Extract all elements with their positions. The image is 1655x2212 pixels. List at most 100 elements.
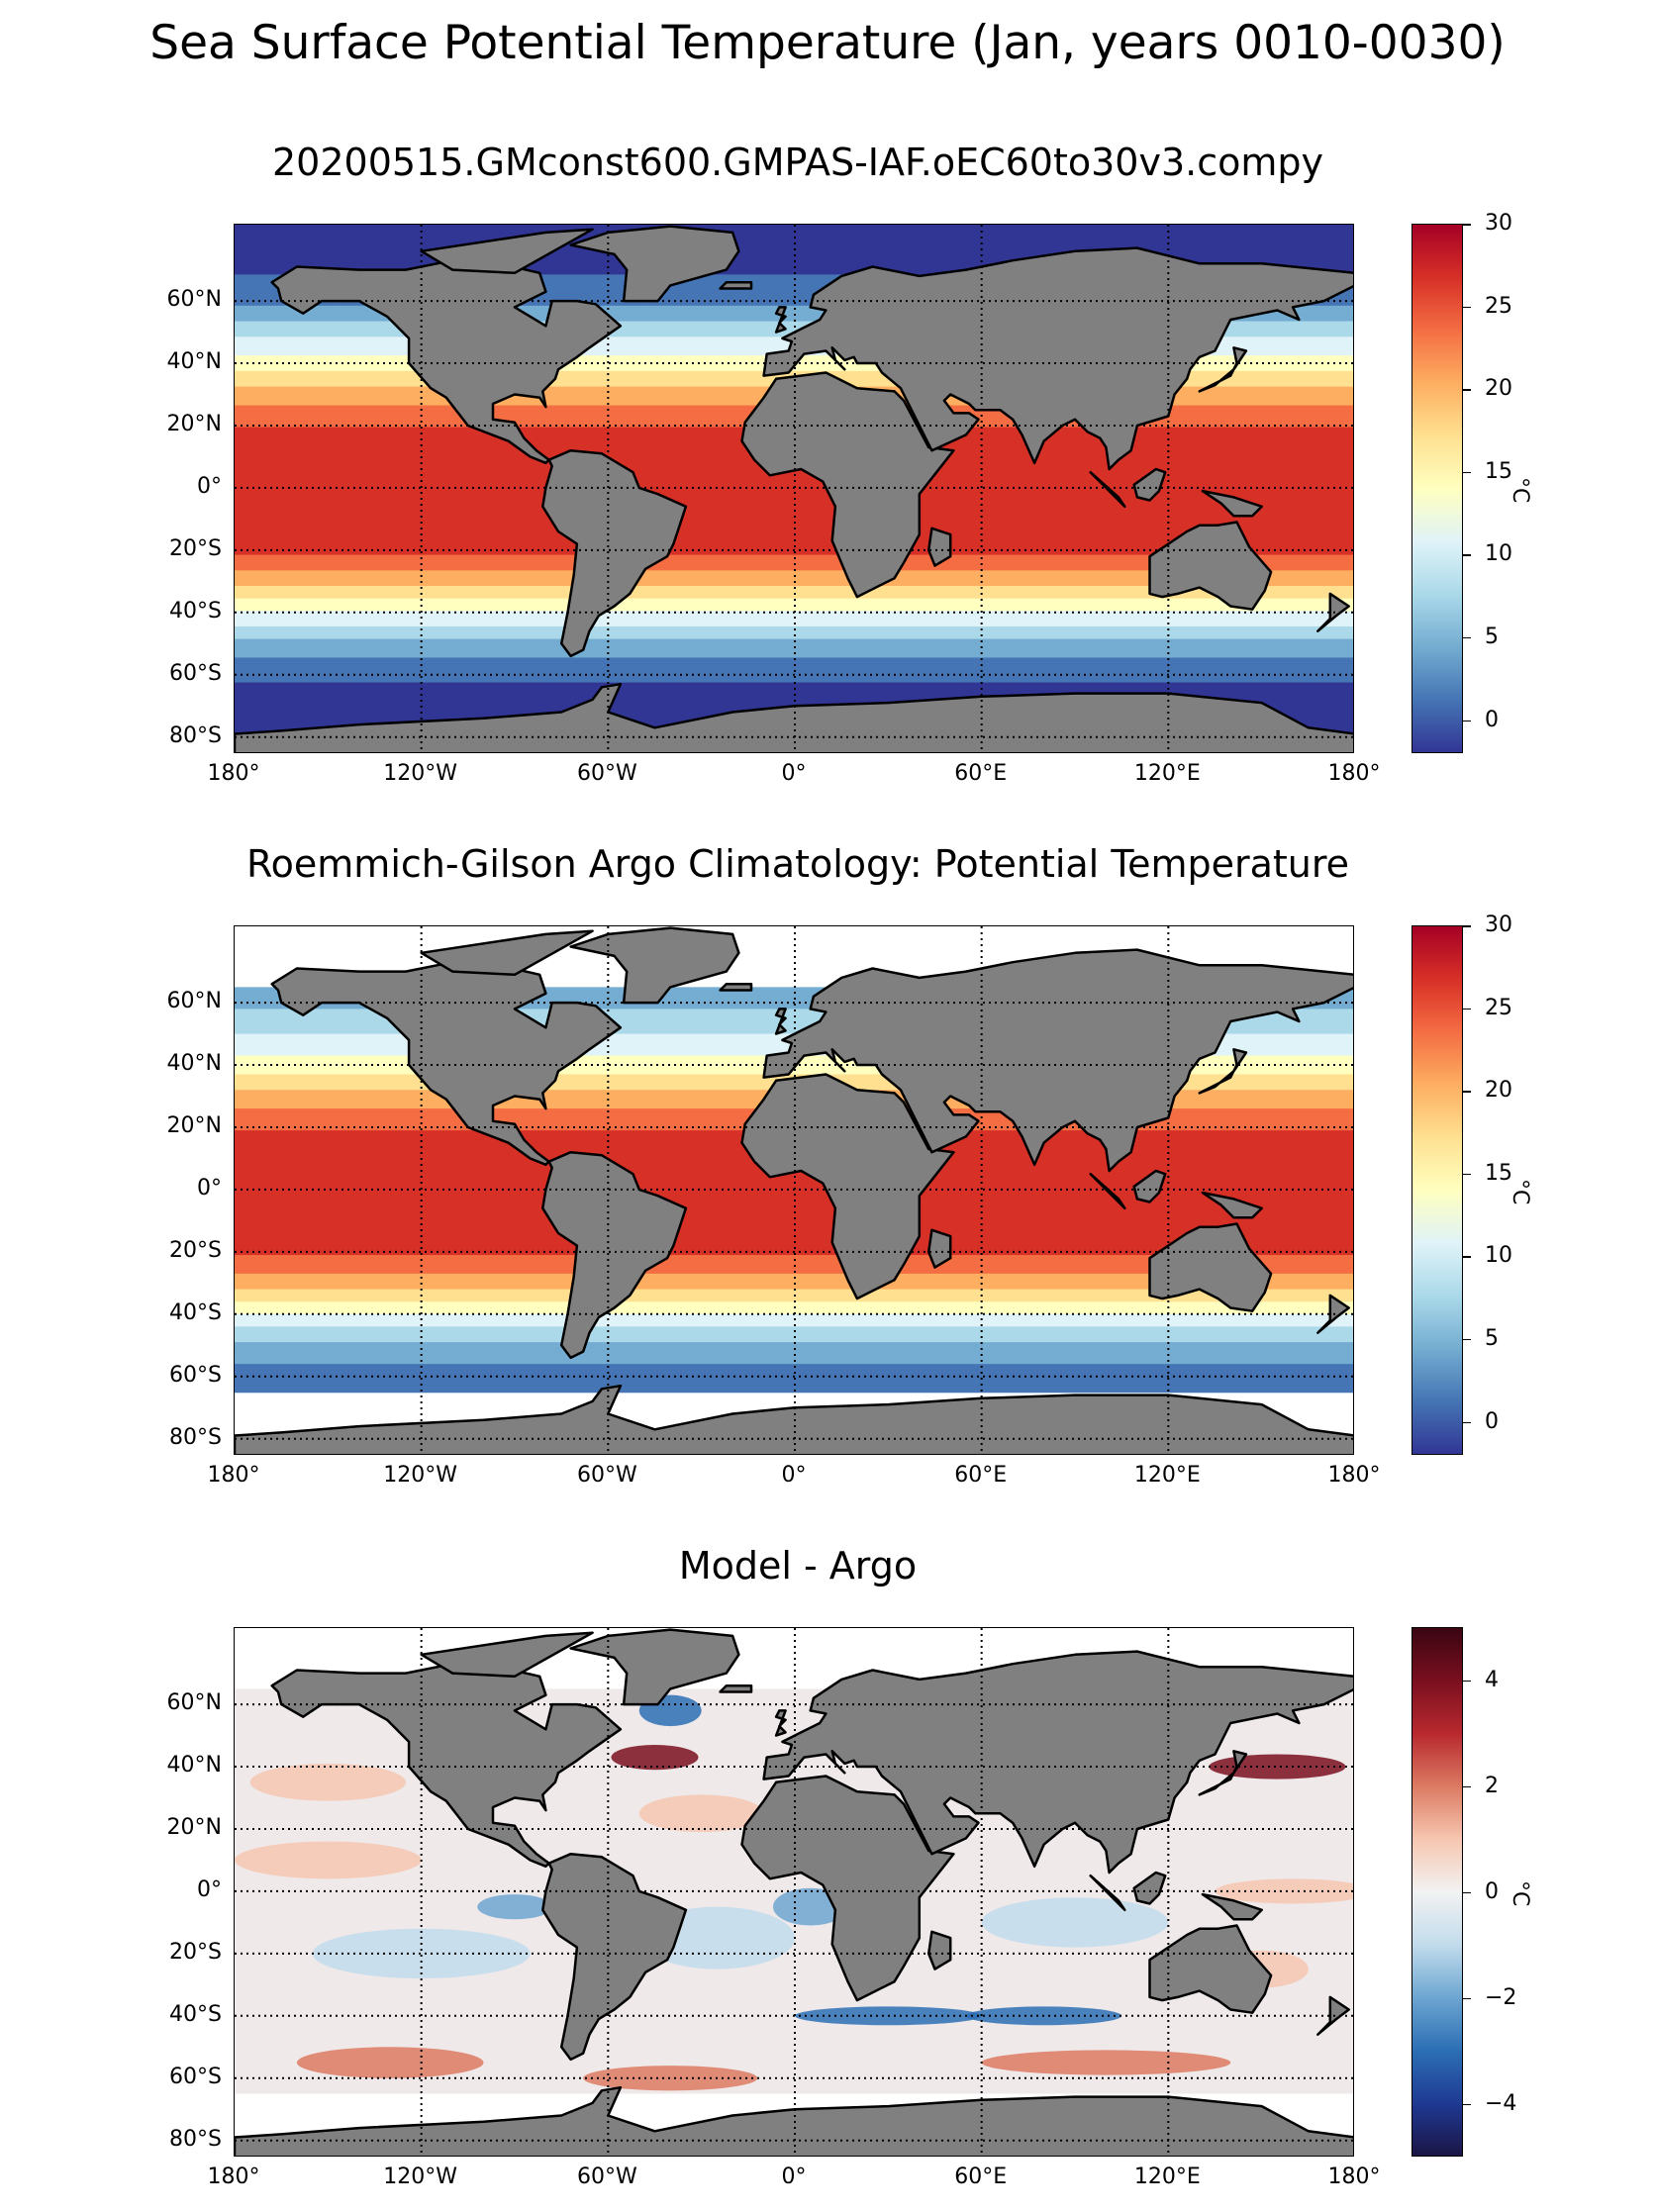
- sst-band: [235, 701, 1353, 706]
- lon-tick-label: 180°: [207, 1463, 260, 1488]
- sst-band: [235, 1277, 1353, 1281]
- lon-tick-label: 0°: [781, 761, 807, 786]
- panel-2-plot: [235, 926, 1353, 1454]
- sst-band: [235, 261, 1353, 266]
- land-mass-2: [569, 926, 740, 1005]
- sst-band: [235, 654, 1353, 659]
- sst-band: [235, 1217, 1353, 1222]
- land-mass-10: [1201, 1191, 1263, 1219]
- sst-band: [235, 551, 1353, 556]
- sst-band: [235, 1202, 1353, 1206]
- sst-band: [235, 305, 1353, 310]
- sst-band: [235, 274, 1353, 279]
- sst-band: [235, 987, 1353, 992]
- sst-band: [235, 1207, 1353, 1212]
- lat-tick-label: 60°S: [169, 2064, 222, 2089]
- lat-tick-label: 40°N: [166, 1753, 222, 1779]
- lat-tick-label: 40°S: [169, 1299, 222, 1325]
- colorbar-tick-mark: [1463, 306, 1471, 309]
- lon-tick-label: 60°W: [576, 761, 637, 786]
- anomaly-blob-16: [477, 1894, 552, 1920]
- colorbar-tick-label: 5: [1485, 624, 1499, 649]
- land-mass-4: [762, 1650, 1353, 1875]
- lat-tick-label: 20°S: [169, 1237, 222, 1263]
- sst-band: [235, 1267, 1353, 1272]
- sst-band: [235, 1189, 1353, 1194]
- land-mass-4: [762, 948, 1353, 1173]
- sst-band: [235, 576, 1353, 581]
- panel-1-map: [234, 224, 1354, 753]
- sst-band: [235, 367, 1353, 372]
- sst-band: [235, 1214, 1353, 1219]
- sst-band: [235, 296, 1353, 301]
- lon-tick-label: 60°W: [576, 2164, 637, 2189]
- colorbar-unit-label: °C: [1508, 1879, 1532, 1906]
- panel-3-colorbar: [1412, 1627, 1463, 2157]
- sst-band: [235, 242, 1353, 247]
- colorbar-tick-mark: [1463, 1891, 1471, 1893]
- sst-band: [235, 321, 1353, 326]
- sst-band: [235, 1361, 1353, 1365]
- sst-band: [235, 308, 1353, 313]
- panel-2-title: Roemmich-Gilson Argo Climatology: Potent…: [245, 842, 1350, 886]
- lon-tick-label: 60°E: [954, 2164, 1008, 2189]
- colorbar-tick-mark: [1463, 2103, 1471, 2105]
- land-mass-5: [1148, 1924, 1273, 2014]
- sst-band: [235, 625, 1353, 630]
- sst-band: [235, 1326, 1353, 1331]
- land-mass-7: [926, 527, 952, 567]
- colorbar-tick-label: −4: [1485, 2090, 1517, 2116]
- sst-band: [235, 1320, 1353, 1325]
- colorbar-tick-label: 20: [1485, 376, 1512, 402]
- colorbar-tick-mark: [1463, 1680, 1471, 1682]
- sst-band: [235, 1338, 1353, 1343]
- land-mass-9: [1132, 467, 1167, 502]
- anomaly-blob-10: [981, 1897, 1169, 1948]
- land-mass-9: [1132, 1169, 1167, 1203]
- anomaly-blob-13: [249, 1763, 406, 1801]
- panel-1-colorbar: [1412, 224, 1463, 753]
- colorbar-unit-label: °C: [1508, 1178, 1532, 1204]
- sst-band: [235, 1226, 1353, 1231]
- sst-band: [235, 608, 1353, 613]
- land-mass-8: [1089, 1874, 1126, 1912]
- colorbar-unit-label: °C: [1508, 476, 1532, 503]
- sst-band: [235, 280, 1353, 285]
- land-mass-15: [420, 929, 594, 977]
- sst-band: [235, 1232, 1353, 1237]
- colorbar-tick-mark: [1463, 1173, 1471, 1176]
- land-mass-3: [740, 1073, 955, 1300]
- sst-band: [235, 529, 1353, 534]
- lat-tick-label: 40°S: [169, 2001, 222, 2027]
- panel-3-title: Model - Argo: [678, 1544, 918, 1587]
- sst-band: [235, 1367, 1353, 1372]
- lon-tick-label: 60°W: [576, 1463, 637, 1488]
- colorbar-tick-mark: [1463, 471, 1471, 474]
- sst-band: [235, 1332, 1353, 1337]
- sst-band: [235, 560, 1353, 565]
- sst-band: [235, 293, 1353, 298]
- lon-tick-label: 120°W: [383, 1463, 458, 1488]
- sst-band: [235, 589, 1353, 594]
- sst-band: [235, 1261, 1353, 1266]
- lat-tick-label: 80°S: [169, 1424, 222, 1450]
- land-mass-1: [541, 1852, 688, 2062]
- colorbar-tick-label: 4: [1485, 1667, 1499, 1692]
- sst-band: [235, 1177, 1353, 1182]
- sst-band: [235, 648, 1353, 652]
- land-mass-3: [740, 371, 955, 599]
- land-mass-10: [1201, 1892, 1263, 1921]
- colorbar-tick-label: −2: [1485, 1984, 1517, 2010]
- land-mass-3: [740, 1775, 955, 2002]
- sst-band: [235, 370, 1353, 375]
- lon-tick-label: 120°E: [1133, 1463, 1201, 1488]
- colorbar-tick-label: 0: [1485, 1408, 1499, 1434]
- land-mass-4: [762, 246, 1353, 471]
- lat-tick-label: 60°S: [169, 660, 222, 686]
- colorbar-tick-mark: [1463, 389, 1471, 391]
- sst-band: [235, 545, 1353, 550]
- sst-band: [235, 641, 1353, 646]
- sst-band: [235, 1307, 1353, 1312]
- sst-band: [235, 1196, 1353, 1201]
- panel-2-colorbar: [1412, 925, 1463, 1455]
